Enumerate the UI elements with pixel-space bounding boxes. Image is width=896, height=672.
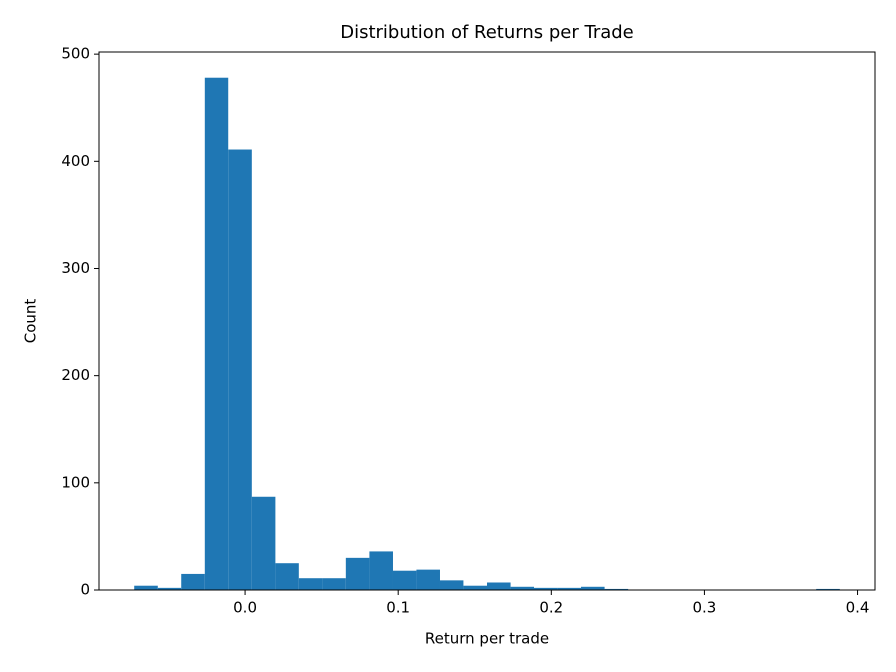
y-axis-label: Count (22, 299, 40, 344)
bar (534, 587, 558, 590)
y-tick-label: 200 (61, 366, 90, 384)
chart-title: Distribution of Returns per Trade (340, 22, 634, 43)
bar (275, 563, 299, 590)
bar (487, 582, 511, 590)
bar (298, 578, 323, 590)
bar (439, 580, 464, 590)
bar (204, 77, 229, 590)
bar (557, 587, 582, 590)
bar (345, 557, 370, 590)
x-tick-label: 0.4 (846, 599, 870, 617)
x-tick-label: 0.2 (539, 599, 563, 617)
bar (228, 149, 252, 591)
bar (816, 588, 840, 590)
bar (134, 585, 158, 590)
bar (463, 585, 487, 590)
bar (322, 578, 346, 590)
bar (604, 588, 629, 590)
y-tick-label: 0 (80, 581, 90, 599)
bar (581, 586, 605, 590)
bar (181, 573, 205, 590)
x-tick-label: 0.3 (692, 599, 716, 617)
x-tick-label: 0.1 (386, 599, 410, 617)
plot-frame (98, 51, 876, 591)
y-tick-label: 100 (61, 473, 90, 491)
bar (157, 587, 182, 590)
bar (392, 570, 417, 590)
x-tick-label: 0.0 (233, 599, 257, 617)
bar (369, 551, 393, 590)
y-tick-label: 400 (61, 152, 90, 170)
y-tick-label: 300 (61, 259, 90, 277)
bar (416, 569, 440, 590)
bar (510, 586, 535, 590)
x-axis-label: Return per trade (425, 630, 549, 648)
bar (251, 496, 276, 590)
y-tick-label: 500 (61, 45, 90, 63)
